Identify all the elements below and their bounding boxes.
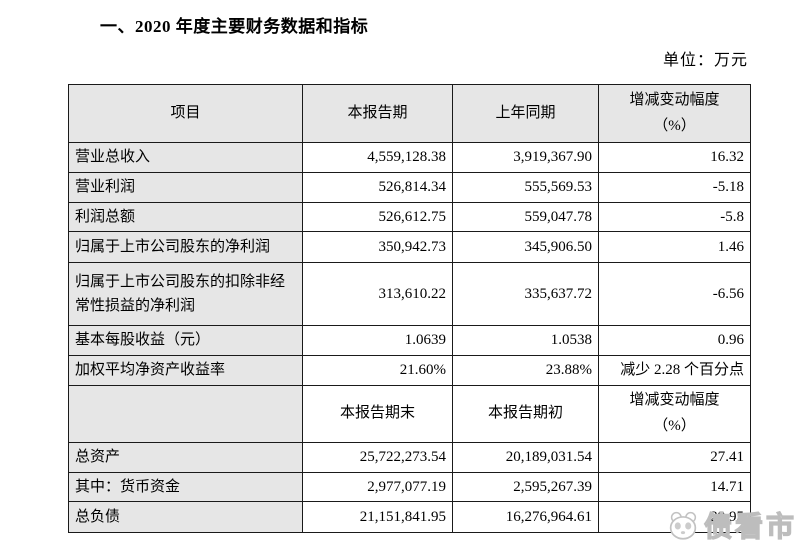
prior-value: 345,906.50: [452, 231, 599, 264]
current-value: 4,559,128.38: [302, 142, 453, 173]
current-value: 1.0639: [302, 325, 453, 356]
change-header2-line2: （%）: [653, 417, 696, 434]
row-label: 归属于上市公司股东的净利润: [68, 231, 303, 264]
current-value: 21,151,841.95: [302, 501, 453, 534]
column-header-period-begin: 本报告期初: [452, 384, 599, 443]
column-header-blank: [68, 384, 303, 443]
current-value: 526,612.75: [302, 201, 453, 233]
column-header-period-end: 本报告期末: [302, 384, 453, 443]
current-value: 313,610.22: [302, 262, 453, 327]
row-label: 营业总收入: [68, 142, 303, 173]
change-header-line1: 增减变动幅度: [629, 92, 720, 108]
prior-value: 3,919,367.90: [452, 142, 599, 173]
change-value: -5.18: [598, 171, 751, 203]
table-row: 总资产 25,722,273.54 20,189,031.54 27.41: [68, 441, 751, 473]
table-row: 利润总额 526,612.75 559,047.78 -5.8: [68, 201, 751, 233]
row-label: 总资产: [68, 441, 303, 473]
wechat-watermark: 债看市: [664, 505, 797, 545]
panda-logo-icon: [669, 511, 697, 540]
change-value: 0.96: [598, 325, 751, 356]
table-row: 其中：货币资金 2,977,077.19 2,595,267.39 14.71: [68, 471, 751, 503]
change-value: 27.41: [598, 441, 751, 473]
change-value: 减少 2.28 个百分点: [598, 355, 751, 386]
change-value: -6.56: [598, 262, 751, 327]
prior-value: 335,637.72: [452, 262, 599, 327]
row-label: 基本每股收益（元）: [68, 325, 303, 356]
current-value: 2,977,077.19: [302, 471, 453, 503]
current-value: 350,942.73: [302, 231, 453, 264]
financial-indicators-table: 项目 本报告期 上年同期 增减变动幅度 （%） 营业总收入 4,559,128.…: [68, 84, 751, 534]
table-header-row-balance: 本报告期末 本报告期初 增减变动幅度 （%）: [68, 384, 751, 443]
row-label: 营业利润: [68, 171, 303, 203]
column-header-prior-period: 上年同期: [452, 84, 599, 143]
current-value: 526,814.34: [302, 171, 453, 203]
column-header-change-pct: 增减变动幅度 （%）: [598, 84, 751, 143]
prior-value: 23.88%: [452, 355, 599, 386]
prior-value: 20,189,031.54: [452, 441, 599, 473]
row-label: 其中：货币资金: [68, 471, 303, 503]
column-header-change-pct-2: 增减变动幅度 （%）: [598, 384, 751, 443]
table-row: 基本每股收益（元） 1.0639 1.0538 0.96: [68, 325, 751, 356]
prior-value: 559,047.78: [452, 201, 599, 233]
column-header-current-period: 本报告期: [302, 84, 453, 143]
prior-value: 2,595,267.39: [452, 471, 599, 503]
row-label: 加权平均净资产收益率: [68, 355, 303, 386]
table-row: 归属于上市公司股东的扣除非经常性损益的净利润 313,610.22 335,63…: [68, 262, 751, 327]
table-row: 总负债 21,151,841.95 16,276,964.61 29.95: [68, 501, 751, 534]
table-row: 营业利润 526,814.34 555,569.53 -5.18: [68, 171, 751, 203]
change-value: -5.8: [598, 201, 751, 233]
prior-value: 1.0538: [452, 325, 599, 356]
table-row: 加权平均净资产收益率 21.60% 23.88% 减少 2.28 个百分点: [68, 355, 751, 386]
watermark-text: 债看市: [703, 511, 798, 543]
unit-label: 单位：万元: [662, 52, 748, 69]
prior-value: 555,569.53: [452, 171, 599, 203]
change-value: 1.46: [598, 231, 751, 264]
column-header-item: 项目: [68, 84, 303, 143]
change-header-line2: （%）: [653, 117, 696, 134]
row-label: 总负债: [68, 501, 303, 534]
table-row: 归属于上市公司股东的净利润 350,942.73 345,906.50 1.46: [68, 231, 751, 264]
page-title: 一、2020 年度主要财务数据和指标: [100, 17, 369, 36]
table-row: 营业总收入 4,559,128.38 3,919,367.90 16.32: [68, 142, 751, 173]
table-header-row-period: 项目 本报告期 上年同期 增减变动幅度 （%）: [68, 84, 751, 143]
current-value: 21.60%: [302, 355, 453, 386]
change-value: 14.71: [598, 471, 751, 503]
current-value: 25,722,273.54: [302, 441, 453, 473]
change-header2-line1: 增减变动幅度: [629, 392, 720, 409]
change-value: 16.32: [598, 142, 751, 173]
row-label: 归属于上市公司股东的扣除非经常性损益的净利润: [68, 262, 303, 327]
row-label: 利润总额: [68, 201, 303, 233]
prior-value: 16,276,964.61: [452, 501, 599, 534]
